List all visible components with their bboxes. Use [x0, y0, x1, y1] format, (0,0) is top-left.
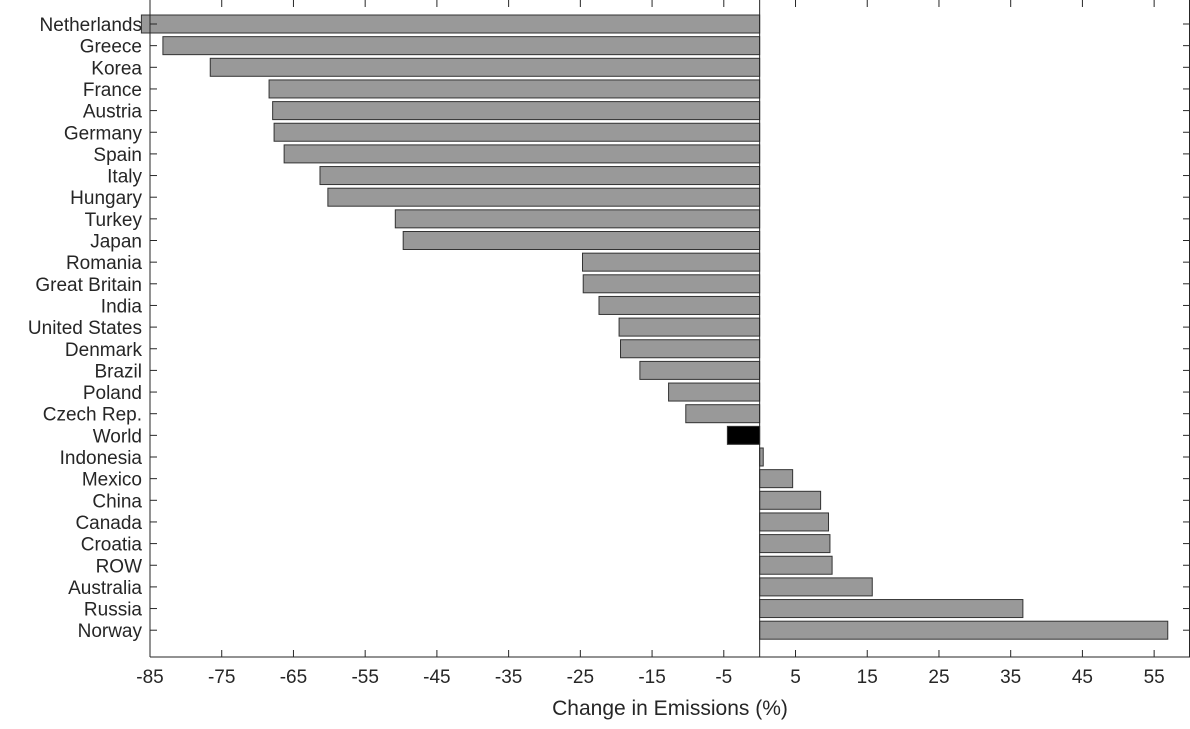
y-tick-label: Japan — [90, 232, 142, 253]
y-tick-label: Germany — [64, 123, 143, 144]
y-tick-label: Canada — [75, 513, 142, 534]
y-tick-label: Brazil — [94, 361, 142, 382]
y-axis: NetherlandsGreeceKoreaFranceAustriaGerma… — [28, 0, 1190, 657]
y-tick-label: Denmark — [65, 340, 143, 361]
bar-india — [598, 295, 761, 315]
bar-italy — [319, 166, 761, 186]
y-tick-label: Mexico — [82, 470, 142, 491]
y-tick-label: India — [101, 296, 143, 317]
y-tick-label: France — [83, 80, 142, 101]
bar-germany — [273, 122, 761, 142]
bars-group — [140, 14, 1169, 640]
x-tick-label: -5 — [715, 667, 732, 688]
bar-world — [726, 425, 761, 445]
bar-hungary — [327, 187, 761, 207]
y-tick-label: ROW — [96, 556, 143, 577]
y-tick-label: Poland — [83, 383, 142, 404]
x-tick-label: 35 — [1000, 667, 1021, 688]
bar-austria — [272, 101, 761, 121]
y-tick-label: Indonesia — [60, 448, 143, 469]
bar-czech-rep — [685, 404, 761, 424]
x-tick-label: 15 — [857, 667, 878, 688]
x-tick-label: -65 — [280, 667, 307, 688]
x-tick-label: -35 — [495, 667, 522, 688]
y-tick-label: Austria — [83, 102, 143, 123]
bar-brazil — [639, 360, 761, 380]
y-tick-label: Netherlands — [40, 15, 142, 36]
x-tick-label: 55 — [1144, 667, 1165, 688]
y-tick-label: Australia — [68, 578, 142, 599]
y-tick-label: Romania — [66, 253, 142, 274]
bar-france — [268, 79, 761, 99]
y-tick-label: World — [93, 426, 142, 447]
y-tick-label: Turkey — [85, 210, 143, 231]
x-tick-label: -15 — [638, 667, 665, 688]
bar-canada — [759, 512, 830, 532]
bar-great-britain — [582, 274, 761, 294]
bar-row — [759, 555, 833, 575]
bar-turkey — [394, 209, 761, 229]
x-tick-label: -45 — [423, 667, 450, 688]
y-tick-label: Norway — [78, 621, 143, 642]
y-tick-label: Korea — [91, 58, 142, 79]
x-axis: -85 -75 -65 -55 -45 -35 -25 -15 -5 5 15 25 35 45 55 — [136, 0, 1190, 688]
y-tick-label: Spain — [93, 145, 142, 166]
bar-netherlands — [140, 14, 761, 34]
x-tick-label: -55 — [351, 667, 378, 688]
x-tick-label: -75 — [208, 667, 235, 688]
bar-mexico — [759, 469, 794, 489]
bar-denmark — [620, 339, 761, 359]
x-tick-label: -25 — [567, 667, 594, 688]
x-tick-label: 25 — [928, 667, 949, 688]
x-tick-label: 45 — [1072, 667, 1093, 688]
y-tick-label: Italy — [107, 167, 142, 188]
y-tick-label: Hungary — [70, 188, 142, 209]
y-tick-label: China — [92, 491, 142, 512]
bar-united-states — [618, 317, 761, 337]
x-tick-label: 5 — [790, 667, 801, 688]
x-tick-label: -85 — [136, 667, 163, 688]
bar-indonesia — [759, 447, 764, 467]
bar-spain — [283, 144, 761, 164]
y-tick-label: Great Britain — [35, 275, 142, 296]
bar-japan — [402, 231, 761, 250]
y-tick-label: Greece — [80, 37, 142, 58]
bar-greece — [162, 36, 761, 56]
bar-romania — [581, 252, 761, 272]
bar-poland — [668, 382, 761, 402]
y-tick-label: Russia — [84, 600, 143, 621]
y-tick-label: United States — [28, 318, 142, 339]
bar-norway — [759, 620, 1169, 640]
x-axis-title: Change in Emissions (%) — [552, 697, 788, 720]
bar-korea — [209, 57, 761, 77]
bar-russia — [759, 599, 1024, 619]
bar-croatia — [759, 534, 831, 554]
bar-australia — [759, 577, 873, 597]
bar-china — [759, 490, 822, 510]
y-tick-label: Croatia — [81, 535, 143, 556]
y-tick-label: Czech Rep. — [43, 405, 142, 426]
